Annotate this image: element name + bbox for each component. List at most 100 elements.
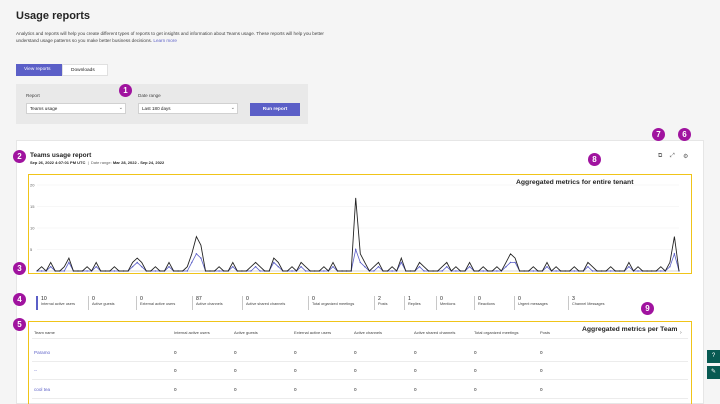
column-header[interactable]: Internal active users bbox=[174, 330, 210, 335]
tab-downloads[interactable]: Downloads bbox=[62, 64, 108, 76]
stat-value: 0 bbox=[478, 296, 481, 302]
chevron-down-icon: ⌄ bbox=[230, 105, 235, 111]
table-cell: 0 bbox=[174, 368, 177, 373]
table-cell: 0 bbox=[294, 368, 297, 373]
column-header[interactable]: Team name bbox=[34, 330, 55, 335]
date-range-label: Date range bbox=[138, 93, 161, 98]
stat-label: Channel Messages bbox=[572, 302, 605, 306]
stat-tile[interactable]: 0 Mentions bbox=[436, 296, 474, 310]
description-text: Analytics and reports will help you crea… bbox=[16, 31, 324, 43]
stat-label: Reactions bbox=[478, 302, 495, 306]
chart-point bbox=[68, 261, 70, 264]
table-cell: 0 bbox=[294, 350, 297, 355]
stat-tile[interactable]: 0 Active shared channels bbox=[242, 296, 308, 310]
table-cell: 0 bbox=[414, 368, 417, 373]
chart-point bbox=[259, 270, 261, 272]
expand-icon[interactable]: ⤢ bbox=[670, 153, 675, 159]
chart-point bbox=[191, 261, 193, 264]
column-header[interactable]: Active channels bbox=[354, 330, 383, 335]
date-range-text: Mar 28, 2022 - Sep 24, 2022 bbox=[112, 160, 165, 165]
table-cell: 0 bbox=[474, 368, 477, 373]
stat-label: Active channels bbox=[196, 302, 223, 306]
chart-point bbox=[418, 266, 421, 268]
callout-badge-5: 5 bbox=[13, 318, 26, 331]
chart-point bbox=[355, 248, 357, 251]
chart-y-tick: 20 bbox=[30, 183, 35, 188]
stat-tile[interactable]: 2 Posts bbox=[374, 296, 404, 310]
chart-point bbox=[168, 266, 170, 268]
column-header[interactable]: Active guests bbox=[234, 330, 258, 335]
report-select[interactable]: Teams usage ⌄ bbox=[26, 103, 126, 114]
stats-bar: 10 Internal active users 0 Active guests 0 Ex… bbox=[36, 296, 628, 310]
chart-point bbox=[332, 266, 334, 268]
column-header[interactable]: Total organized meetings bbox=[474, 330, 519, 335]
chart-point bbox=[95, 266, 97, 268]
run-report-button[interactable]: Run report bbox=[250, 103, 300, 116]
date-range-select-value: Last 180 days bbox=[142, 106, 171, 111]
column-header[interactable]: External active users bbox=[294, 330, 332, 335]
chart-annotation: Aggregated metrics for entire tenant bbox=[516, 179, 634, 186]
chart-point bbox=[218, 270, 220, 272]
chart-point bbox=[637, 270, 639, 272]
column-header[interactable]: Active shared channels bbox=[414, 330, 456, 335]
chart-y-tick: 5 bbox=[30, 247, 33, 252]
chart-point bbox=[136, 261, 138, 264]
chart-point bbox=[532, 270, 534, 272]
table-row bbox=[32, 398, 688, 399]
table-row bbox=[32, 361, 688, 362]
table-annotation: Aggregated metrics per Team bbox=[582, 326, 678, 333]
stat-label: Active guests bbox=[92, 302, 115, 306]
table-cell: 0 bbox=[474, 350, 477, 355]
chart-point bbox=[546, 266, 548, 268]
team-name-link[interactable]: -- bbox=[34, 368, 38, 373]
feedback-icon[interactable]: ✎ bbox=[707, 366, 720, 379]
stat-value: 10 bbox=[41, 296, 47, 302]
usage-chart: 20 15 10 5 bbox=[28, 174, 692, 274]
stat-tile[interactable]: 10 Internal active users bbox=[36, 296, 88, 310]
callout-badge-6: 6 bbox=[678, 128, 691, 141]
stat-tile[interactable]: 0 Active guests bbox=[88, 296, 136, 310]
page-description: Analytics and reports will help you crea… bbox=[16, 30, 336, 44]
callout-badge-4: 4 bbox=[13, 293, 26, 306]
table-cell: 0 bbox=[540, 350, 543, 355]
chart-point bbox=[254, 266, 257, 268]
chart-point bbox=[468, 266, 471, 268]
table-cell: 0 bbox=[540, 387, 543, 392]
chart-point bbox=[273, 261, 275, 264]
chart-point bbox=[441, 270, 443, 272]
stat-value: 0 bbox=[140, 296, 143, 302]
settings-icon[interactable]: ⚙ bbox=[683, 154, 689, 160]
stat-value: 1 bbox=[408, 296, 411, 302]
chart-point bbox=[446, 266, 448, 268]
stat-tile[interactable]: 0 Total organized meetings bbox=[308, 296, 374, 310]
learn-more-link[interactable]: Learn more bbox=[153, 38, 177, 43]
team-name-link[interactable]: Paramo bbox=[34, 350, 51, 355]
team-name-link[interactable]: cool tea bbox=[34, 387, 51, 392]
chart-point bbox=[610, 270, 612, 272]
date-range-select[interactable]: Last 180 days ⌄ bbox=[138, 103, 238, 114]
stat-tile[interactable]: 3 Channel Messages bbox=[568, 296, 628, 310]
table-cell: 0 bbox=[540, 368, 543, 373]
teams-table bbox=[28, 321, 692, 404]
table-scroll-right-icon[interactable]: › bbox=[680, 330, 682, 336]
table-cell: 0 bbox=[354, 387, 357, 392]
tab-view-reports[interactable]: View reports bbox=[16, 64, 62, 76]
table-cell: 0 bbox=[354, 350, 357, 355]
stat-tile[interactable]: 0 Urgent messages bbox=[514, 296, 568, 310]
chart-svg: 20 15 10 5 bbox=[30, 183, 680, 272]
help-icon[interactable]: ? bbox=[707, 350, 720, 363]
callout-badge-1: 1 bbox=[119, 84, 132, 97]
column-header[interactable]: Posts bbox=[540, 330, 551, 335]
chart-point bbox=[141, 266, 143, 268]
stat-tile[interactable]: 87 Active channels bbox=[192, 296, 242, 310]
chart-point bbox=[154, 270, 157, 272]
export-icon[interactable]: ⧉ bbox=[658, 153, 663, 159]
chart-point bbox=[591, 270, 594, 272]
chart-point bbox=[63, 270, 65, 272]
report-card bbox=[16, 140, 704, 404]
stat-tile[interactable]: 1 Replies bbox=[404, 296, 436, 310]
stat-tile[interactable]: 0 External active users bbox=[136, 296, 192, 310]
stat-value: 0 bbox=[312, 296, 315, 302]
chart-point bbox=[669, 266, 671, 268]
stat-tile[interactable]: 0 Reactions bbox=[474, 296, 514, 310]
